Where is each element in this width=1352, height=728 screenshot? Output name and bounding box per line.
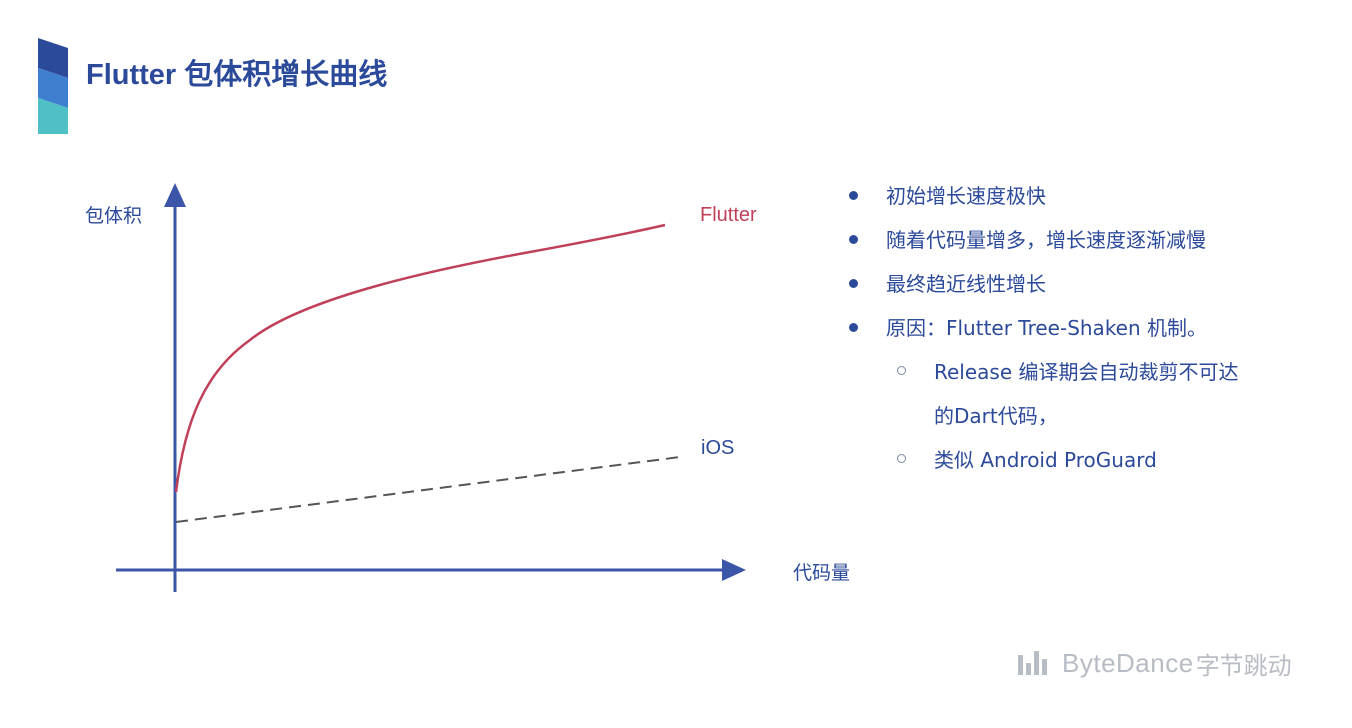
bullet-item: 原因：Flutter Tree-Shaken 机制。 bbox=[846, 306, 1326, 350]
sub-bullet-item: Release 编译期会自动裁剪不可达 bbox=[846, 350, 1326, 394]
flutter-series-label: Flutter bbox=[700, 204, 757, 226]
sub-bullet-continuation: 的Dart代码， bbox=[934, 404, 1058, 428]
bytedance-logo-icon bbox=[1018, 651, 1050, 675]
bullet-item: 随着代码量增多，增长速度逐渐减慢 bbox=[846, 218, 1326, 262]
y-axis-arrow-icon bbox=[164, 183, 186, 207]
sub-bullet-item: 类似 Android ProGuard bbox=[846, 438, 1326, 482]
footer-brand-logo: ByteDance 字节跳动 bbox=[1018, 647, 1292, 680]
bullet-item: 最终趋近线性增长 bbox=[846, 262, 1326, 306]
x-axis-label: 代码量 bbox=[793, 562, 850, 584]
ios-series-label: iOS bbox=[701, 437, 734, 459]
x-axis-arrow-icon bbox=[722, 559, 746, 581]
bullet-item: 初始增长速度极快 bbox=[846, 174, 1326, 218]
footer-brand-name: ByteDance bbox=[1062, 647, 1194, 678]
explanation-bullet-list: 初始增长速度极快 随着代码量增多，增长速度逐渐减慢 最终趋近线性增长 原因：Fl… bbox=[846, 174, 1326, 482]
y-axis-label: 包体积 bbox=[85, 205, 142, 227]
flutter-curve bbox=[174, 223, 666, 493]
slide-title: Flutter 包体积增长曲线 bbox=[86, 59, 388, 91]
footer-brand-name-cn: 字节跳动 bbox=[1195, 651, 1292, 680]
ios-line bbox=[175, 456, 681, 523]
title-accent-bar bbox=[38, 38, 68, 134]
